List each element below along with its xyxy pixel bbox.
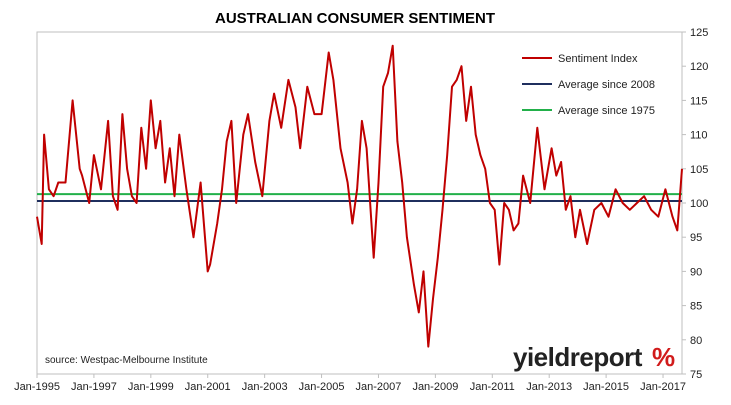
y-tick-label: 110 (690, 130, 708, 142)
x-tick-label: Jan-2001 (185, 381, 231, 393)
x-tick-label: Jan-2003 (242, 381, 288, 393)
chart-title: AUSTRALIAN CONSUMER SENTIMENT (215, 10, 495, 27)
plot-frame (36, 31, 683, 375)
x-axis: Jan-1995 Jan-1997 Jan-1999 Jan-2001 Jan-2003… (14, 374, 686, 393)
legend-label: Average since 1975 (558, 105, 655, 117)
y-tick-label: 75 (690, 369, 702, 381)
legend-label: Average since 2008 (558, 79, 655, 91)
series-lines (36, 44, 683, 348)
x-tick-label: Jan-2007 (356, 381, 402, 393)
brand-logo-text: yieldreport (513, 342, 643, 372)
x-tick-label: Jan-2015 (583, 381, 629, 393)
legend-label: Sentiment Index (558, 53, 638, 65)
x-tick-label: Jan-2013 (526, 381, 572, 393)
y-tick-label: 125 (690, 27, 708, 39)
average-lines (37, 193, 682, 202)
legend: Sentiment Index Average since 2008 Average… (522, 53, 655, 117)
x-tick-label: Jan-1997 (71, 381, 117, 393)
y-tick-label: 105 (690, 164, 708, 176)
y-tick-label: 120 (690, 61, 708, 73)
x-tick-label: Jan-1995 (14, 381, 60, 393)
x-tick-label: Jan-2011 (470, 381, 515, 393)
brand-logo: yieldreport % (513, 342, 675, 372)
x-tick-label: Jan-1999 (128, 381, 174, 393)
y-tick-label: 80 (690, 335, 702, 347)
y-tick-label: 95 (690, 232, 702, 244)
y-tick-label: 100 (690, 198, 708, 210)
x-tick-label: Jan-2005 (299, 381, 345, 393)
y-tick-label: 90 (690, 266, 702, 278)
brand-logo-percent: % (652, 342, 675, 372)
x-tick-label: Jan-2017 (640, 381, 686, 393)
y-tick-label: 115 (690, 95, 708, 107)
sentiment-index-line (36, 44, 683, 348)
y-tick-label: 85 (690, 301, 702, 313)
x-tick-label: Jan-2009 (412, 381, 458, 393)
y-axis: 75 80 85 90 95 100 105 110 115 120 125 (682, 27, 708, 381)
source-note: source: Westpac-Melbourne Institute (45, 355, 208, 366)
